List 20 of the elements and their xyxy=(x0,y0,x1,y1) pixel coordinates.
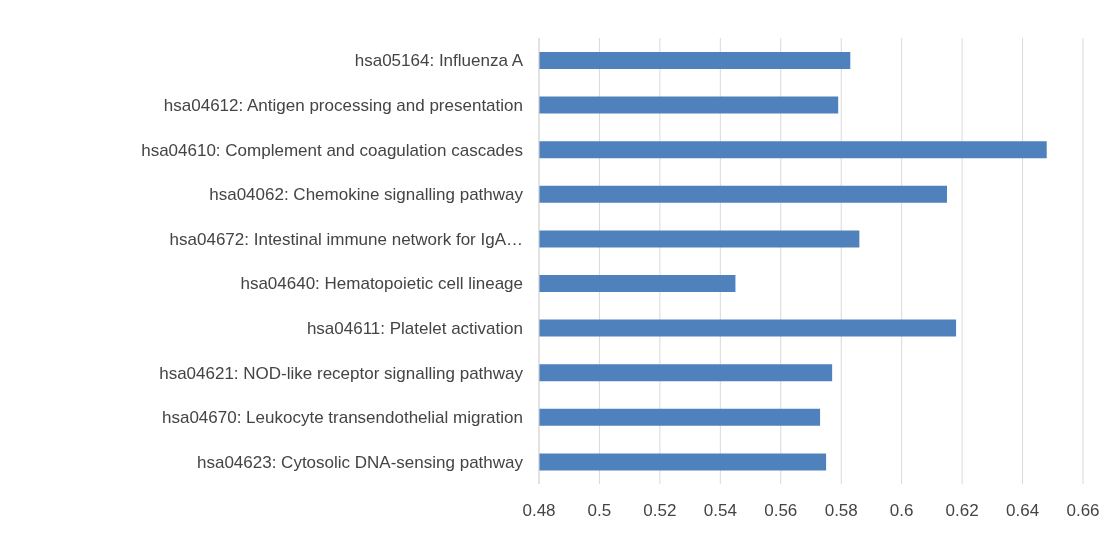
x-tick-label: 0.62 xyxy=(945,501,979,521)
x-tick-label: 0.48 xyxy=(522,501,556,521)
y-tick-label: hsa04640: Hematopoietic cell lineage xyxy=(240,274,523,294)
x-tick-label: 0.52 xyxy=(643,501,677,521)
x-tick-label: 0.6 xyxy=(889,501,914,521)
y-tick-label: hsa04612: Antigen processing and presentation xyxy=(163,95,523,115)
y-tick-label: hsa04610: Complement and coagulation cascades xyxy=(141,140,523,160)
x-tick-label: 0.66 xyxy=(1066,501,1100,521)
y-tick-label: hsa04670: Leukocyte transendothelial migration xyxy=(161,408,523,428)
x-tick-label: 0.64 xyxy=(1006,501,1040,521)
x-tick-label: 0.56 xyxy=(764,501,798,521)
x-tick-label: 0.58 xyxy=(824,501,858,521)
y-tick-label: hsa04062: Chemokine signalling pathway xyxy=(209,185,524,205)
y-tick-label: hsa04621: NOD-like receptor signalling pathway xyxy=(159,363,524,383)
y-tick-label: hsa04623: Cytosolic DNA-sensing pathway xyxy=(196,452,524,472)
y-tick-label: hsa04611: Platelet activation xyxy=(306,318,523,338)
x-tick-label: 0.5 xyxy=(587,501,612,521)
y-tick-label: hsa05164: Influenza A xyxy=(354,51,524,71)
y-tick-label: hsa04672: Intestinal immune network for IgA… xyxy=(169,229,523,249)
x-tick-label: 0.54 xyxy=(703,501,737,521)
